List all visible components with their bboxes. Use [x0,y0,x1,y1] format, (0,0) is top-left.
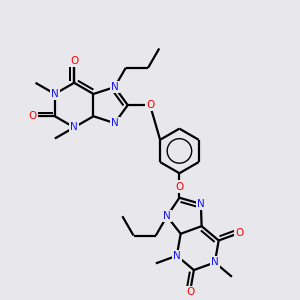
Text: N: N [173,251,181,261]
Text: N: N [197,199,205,209]
Text: O: O [186,287,194,297]
Text: N: N [211,257,219,267]
Text: O: O [146,100,154,110]
Text: N: N [51,89,59,99]
Text: N: N [111,82,119,92]
Text: O: O [28,111,37,121]
Text: N: N [70,122,78,132]
Text: N: N [163,211,171,221]
Text: N: N [111,118,119,128]
Text: O: O [236,228,244,238]
Text: O: O [175,182,184,192]
Text: O: O [70,56,78,65]
